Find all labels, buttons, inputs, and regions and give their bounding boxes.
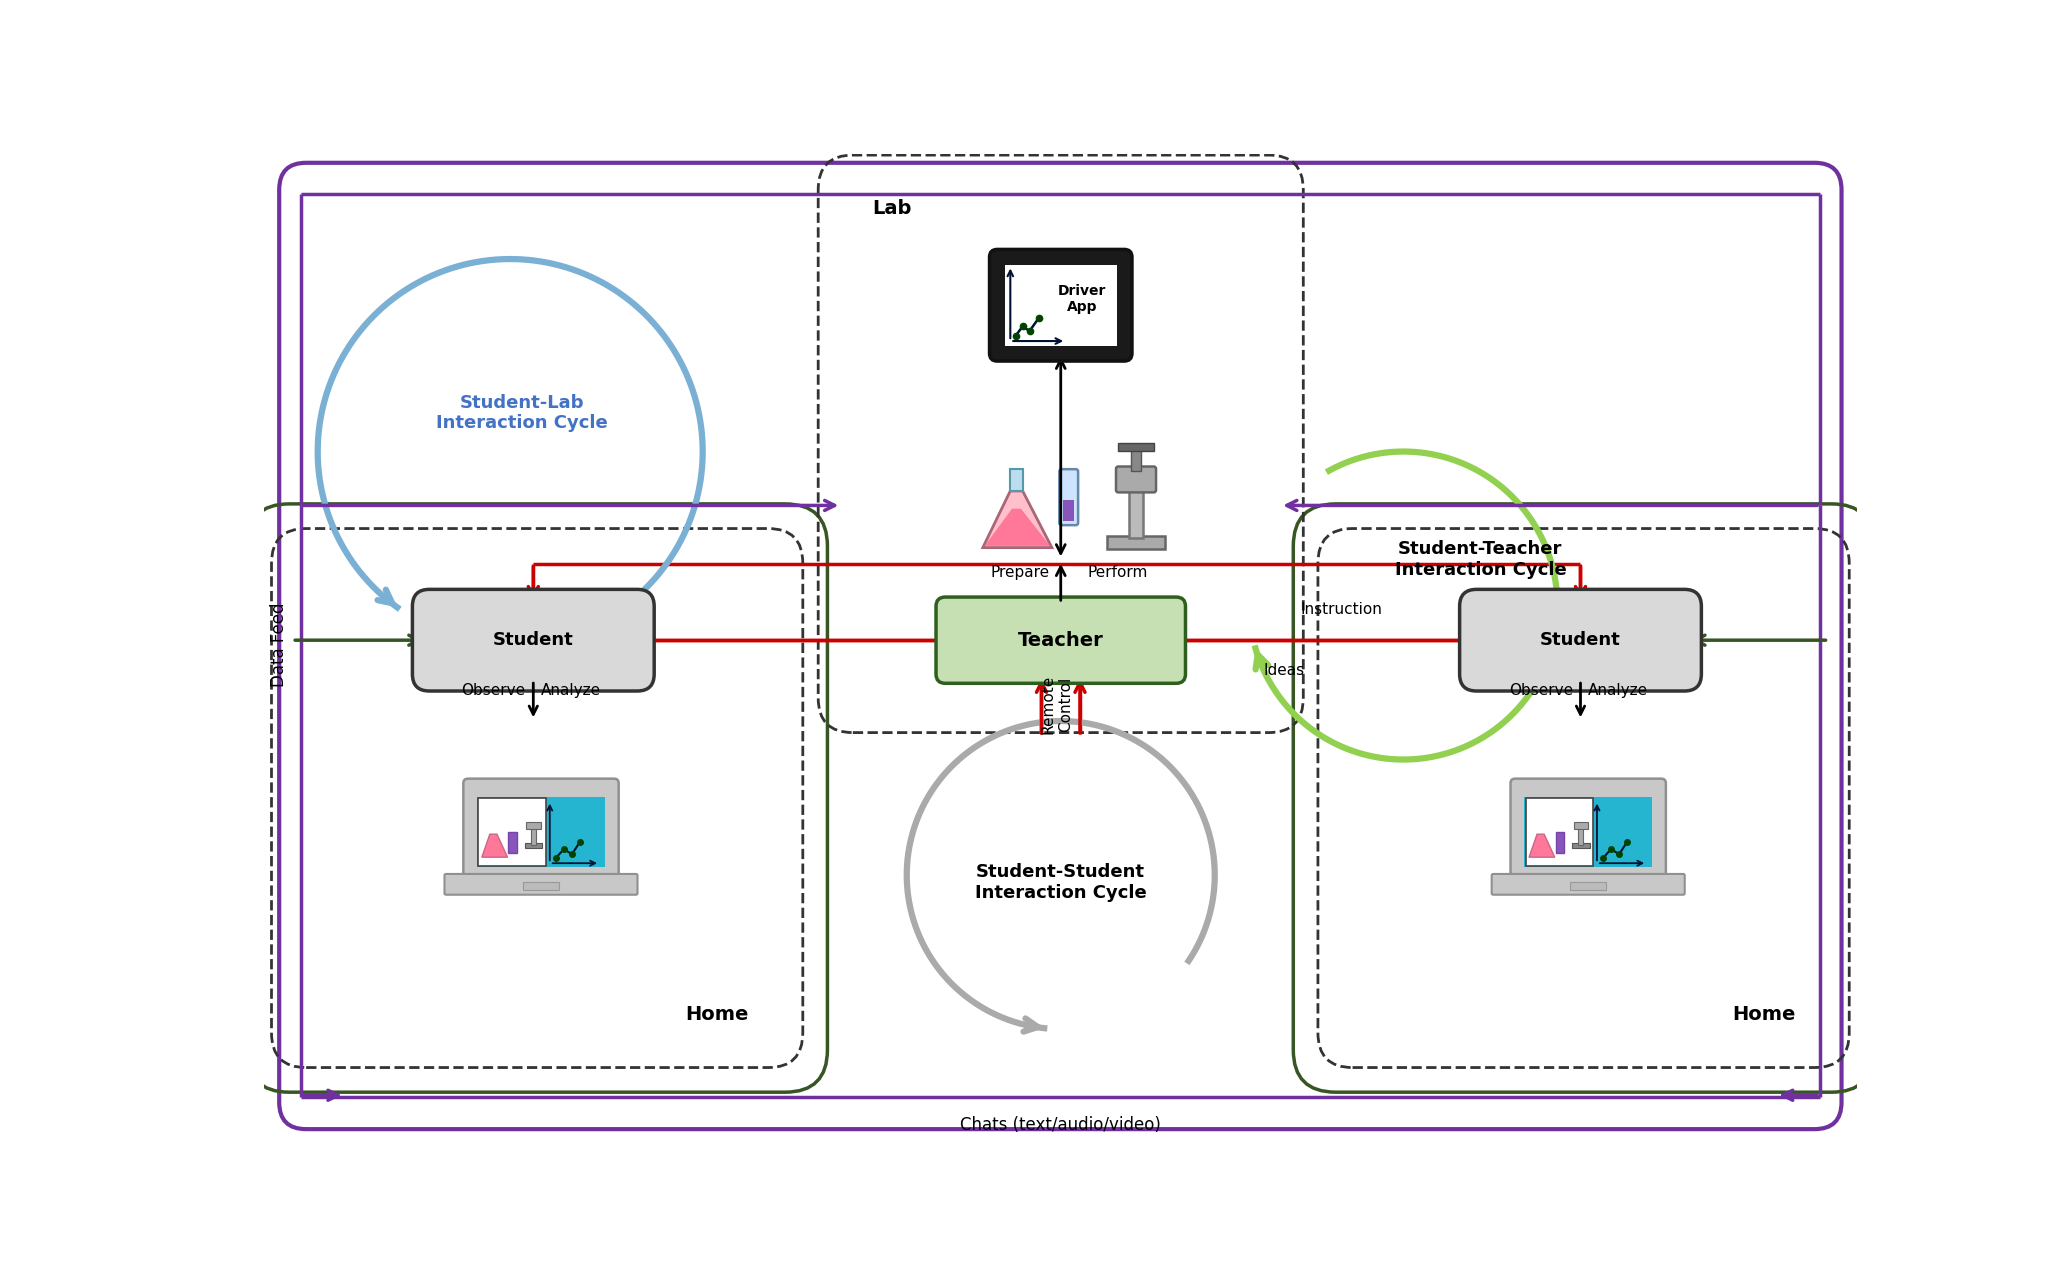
Text: Ideas: Ideas — [1264, 664, 1306, 678]
FancyBboxPatch shape — [445, 874, 637, 895]
Bar — [1556, 832, 1564, 853]
Bar — [532, 827, 536, 845]
Text: Lab: Lab — [873, 199, 912, 219]
FancyBboxPatch shape — [935, 597, 1186, 683]
Text: Observe: Observe — [461, 683, 526, 698]
Bar — [1107, 536, 1165, 549]
Bar — [1130, 449, 1142, 471]
Polygon shape — [1529, 835, 1554, 858]
FancyBboxPatch shape — [1115, 467, 1157, 493]
Text: Instruction: Instruction — [1301, 602, 1382, 617]
Text: Student-Teacher
Interaction Cycle: Student-Teacher Interaction Cycle — [1395, 540, 1566, 579]
Bar — [476, 796, 606, 867]
Bar — [1130, 486, 1142, 538]
Text: Student-Lab
Interaction Cycle: Student-Lab Interaction Cycle — [437, 394, 608, 432]
Text: Student: Student — [492, 631, 573, 649]
Bar — [1579, 827, 1583, 845]
Bar — [523, 882, 559, 890]
FancyBboxPatch shape — [412, 589, 654, 691]
Bar — [1063, 500, 1074, 521]
Text: Prepare: Prepare — [991, 565, 1049, 580]
Text: Home: Home — [685, 1004, 749, 1024]
Bar — [509, 832, 517, 853]
FancyBboxPatch shape — [1059, 469, 1078, 525]
Bar — [1006, 265, 1117, 346]
Bar — [526, 844, 542, 847]
Text: Observe: Observe — [1508, 683, 1572, 698]
Bar — [1572, 844, 1589, 847]
FancyBboxPatch shape — [1492, 874, 1684, 895]
Polygon shape — [983, 491, 1051, 548]
Bar — [1119, 444, 1155, 451]
Text: Data Feed: Data Feed — [271, 603, 288, 688]
Text: Remote
Control: Remote Control — [1041, 675, 1074, 734]
Text: Chats (text/audio/video): Chats (text/audio/video) — [960, 1116, 1161, 1134]
Bar — [1570, 882, 1606, 890]
Polygon shape — [482, 835, 507, 858]
Bar — [1525, 799, 1593, 865]
Text: Analyze: Analyze — [1589, 683, 1649, 698]
FancyBboxPatch shape — [463, 778, 619, 881]
FancyBboxPatch shape — [1510, 778, 1666, 881]
Bar — [1575, 822, 1587, 829]
Text: Perform: Perform — [1088, 565, 1148, 580]
FancyBboxPatch shape — [1459, 589, 1701, 691]
Text: Analyze: Analyze — [540, 683, 602, 698]
FancyBboxPatch shape — [989, 249, 1132, 361]
Text: Student-Student
Interaction Cycle: Student-Student Interaction Cycle — [974, 863, 1146, 903]
Polygon shape — [985, 509, 1051, 545]
Text: Teacher: Teacher — [1018, 630, 1103, 649]
Bar — [478, 799, 546, 865]
Bar — [1010, 469, 1022, 491]
Text: Student: Student — [1539, 631, 1620, 649]
Text: Driver
App: Driver App — [1057, 284, 1107, 314]
Bar — [1525, 796, 1653, 867]
Bar — [526, 822, 540, 829]
Text: Home: Home — [1732, 1004, 1796, 1024]
